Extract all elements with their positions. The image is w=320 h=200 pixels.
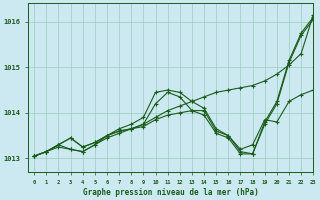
X-axis label: Graphe pression niveau de la mer (hPa): Graphe pression niveau de la mer (hPa) xyxy=(83,188,259,197)
